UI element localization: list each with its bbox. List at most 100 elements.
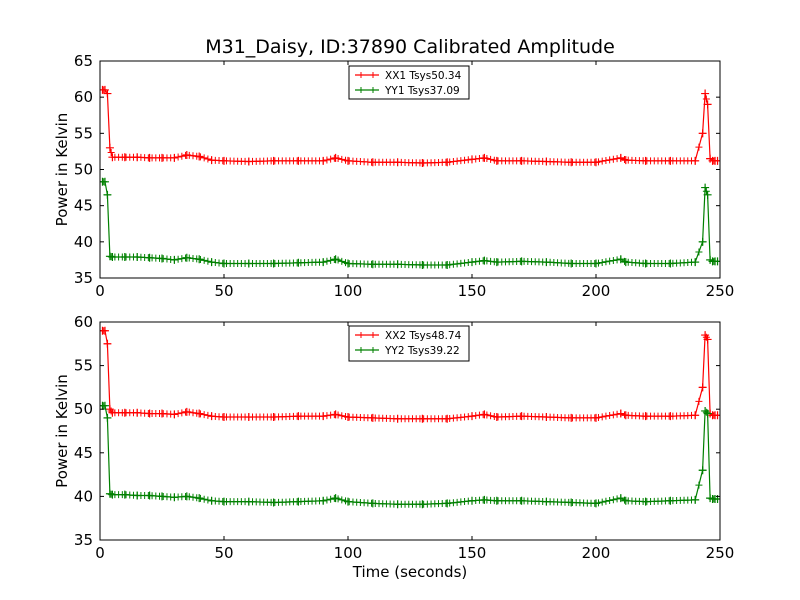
data-point-marker [220, 156, 228, 165]
data-point-marker [344, 259, 352, 268]
data-point-marker [368, 158, 377, 167]
data-point-marker [182, 253, 191, 262]
data-point-marker [319, 156, 328, 165]
data-point-marker [393, 260, 402, 269]
data-point-marker [195, 494, 204, 503]
figure-title: M31_Daisy, ID:37890 Calibrated Amplitude [205, 36, 615, 58]
data-point-marker [120, 153, 129, 162]
series-point [338, 257, 346, 265]
data-point-marker [592, 413, 600, 422]
plot-frame [99, 321, 721, 541]
x-tick-label: 50 [214, 282, 233, 300]
data-point-marker [443, 499, 452, 508]
data-point-marker [616, 409, 625, 418]
data-point-marker [621, 156, 630, 165]
legend-label: YY2 Tsys39.22 [384, 345, 460, 357]
data-point-marker [294, 412, 303, 421]
data-point-marker [344, 413, 352, 422]
data-point-marker [244, 497, 253, 506]
data-point-marker [517, 156, 526, 165]
data-point-marker [220, 413, 228, 422]
data-point-marker [542, 413, 551, 422]
series-point [613, 256, 621, 264]
data-point-marker [418, 260, 427, 269]
series-point [695, 248, 703, 256]
legend-box [348, 325, 470, 362]
x-tick-label: 0 [95, 282, 105, 300]
y-tick-label: 65 [74, 52, 93, 70]
data-point-marker [103, 89, 112, 98]
x-tick-label: 200 [582, 544, 611, 562]
data-point-marker [567, 259, 576, 268]
series-point [107, 149, 115, 157]
data-point-marker [480, 410, 489, 419]
data-point-marker [616, 153, 625, 162]
data-point-marker [108, 153, 117, 162]
data-point-marker [331, 494, 340, 503]
legend-label: XX1 Tsys50.34 [385, 70, 462, 82]
data-point-marker [344, 497, 352, 506]
data-point-marker [319, 258, 328, 267]
data-point-marker [145, 409, 154, 418]
data-point-marker [443, 414, 452, 423]
data-point-marker [393, 500, 402, 509]
series-point [602, 258, 610, 266]
series-point [695, 143, 703, 151]
data-point-marker [145, 491, 154, 500]
series-point [609, 411, 617, 419]
series-point [327, 411, 335, 419]
series-point [475, 411, 483, 419]
y-tick-label: 45 [74, 197, 93, 215]
series-point [606, 257, 614, 265]
legend-label: YY1 Tsys37.09 [384, 85, 460, 97]
legend-swatch-marker [358, 332, 376, 338]
series-point [598, 258, 606, 266]
y-tick-label: 35 [74, 531, 93, 549]
data-point-marker [468, 412, 476, 421]
data-point-marker [567, 413, 576, 422]
data-point-marker [195, 152, 204, 161]
data-point-marker [616, 255, 625, 264]
data-point-marker [703, 335, 712, 344]
y-tick-label: 60 [74, 313, 93, 331]
data-point-marker [182, 492, 191, 501]
series-point [613, 495, 621, 503]
series-point [598, 498, 606, 506]
x-tick-label: 250 [706, 282, 735, 300]
data-point-marker [393, 158, 402, 167]
data-point-marker [331, 255, 340, 264]
data-point-marker [698, 383, 707, 392]
data-point-marker [207, 156, 216, 165]
data-point-marker [666, 156, 675, 165]
data-point-marker [701, 331, 710, 340]
series-1-1 [100, 85, 720, 167]
data-point-marker [703, 409, 712, 418]
data-point-marker [641, 156, 650, 165]
data-point-marker [100, 177, 109, 186]
data-point-marker [567, 498, 576, 507]
data-point-marker [269, 259, 278, 268]
data-point-marker [393, 414, 402, 423]
data-point-marker [170, 153, 179, 162]
data-point-marker [120, 253, 129, 262]
series-point [606, 412, 614, 420]
data-point-marker [592, 259, 600, 268]
data-point-marker [701, 89, 710, 98]
y-axis-label: Power in Kelvin [53, 113, 71, 227]
data-point-marker [592, 158, 600, 167]
data-point-marker [133, 153, 142, 162]
data-point-marker [691, 258, 700, 267]
data-point-marker [480, 153, 489, 162]
data-point-marker [621, 258, 630, 267]
data-point-marker [195, 409, 204, 418]
data-point-marker [666, 496, 675, 505]
data-point-marker [145, 253, 154, 262]
series-point [702, 95, 710, 103]
series-point [327, 495, 335, 503]
series-2-2 [100, 401, 720, 509]
series-point [200, 154, 208, 162]
data-point-marker [641, 412, 650, 421]
data-point-marker [145, 153, 154, 162]
data-point-marker [120, 408, 129, 417]
